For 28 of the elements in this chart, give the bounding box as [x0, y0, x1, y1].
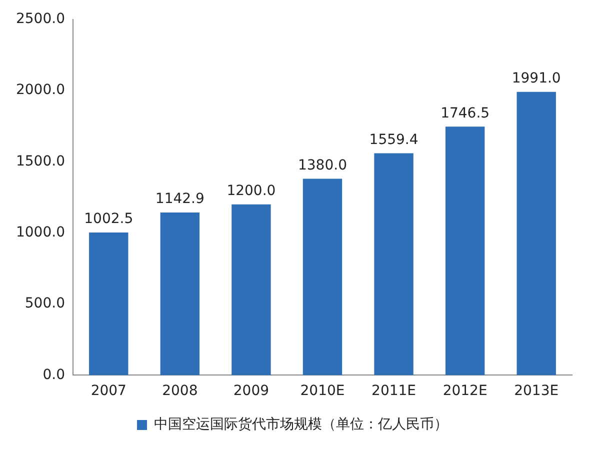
y-tick-label: 1000.0 — [16, 224, 65, 241]
y-tick-label: 2000.0 — [16, 82, 65, 98]
y-tick-label: 2500.0 — [16, 11, 65, 28]
x-tick-label: 2011E — [372, 383, 416, 400]
x-tick-label: 2009 — [233, 383, 270, 400]
data-label: 1380.0 — [298, 157, 347, 174]
bar — [160, 212, 200, 376]
bar — [445, 126, 485, 376]
x-tick-label: 2008 — [162, 383, 198, 400]
data-label: 1200.0 — [226, 183, 276, 200]
data-label: 1142.9 — [155, 191, 204, 208]
data-label: 1746.5 — [440, 105, 490, 122]
bar — [302, 178, 342, 376]
bar — [516, 92, 556, 376]
legend-label: 中国空运国际货代市场规模（单位：亿人民币） — [154, 416, 448, 433]
data-label: 1002.5 — [84, 211, 134, 228]
x-tick-label: 2012E — [442, 383, 488, 400]
bar — [89, 232, 128, 376]
y-tick-label: 500.0 — [24, 296, 65, 312]
x-tick-label: 2007 — [90, 383, 126, 400]
y-tick-label: 0.0 — [42, 366, 65, 383]
data-label: 1559.4 — [369, 132, 418, 148]
x-tick-label: 2013E — [514, 383, 559, 400]
y-tick-label: 1500.0 — [16, 153, 65, 170]
data-label: 1991.0 — [512, 70, 561, 86]
bar — [374, 153, 414, 376]
bar — [232, 204, 271, 376]
x-tick-label: 2010E — [300, 383, 345, 400]
